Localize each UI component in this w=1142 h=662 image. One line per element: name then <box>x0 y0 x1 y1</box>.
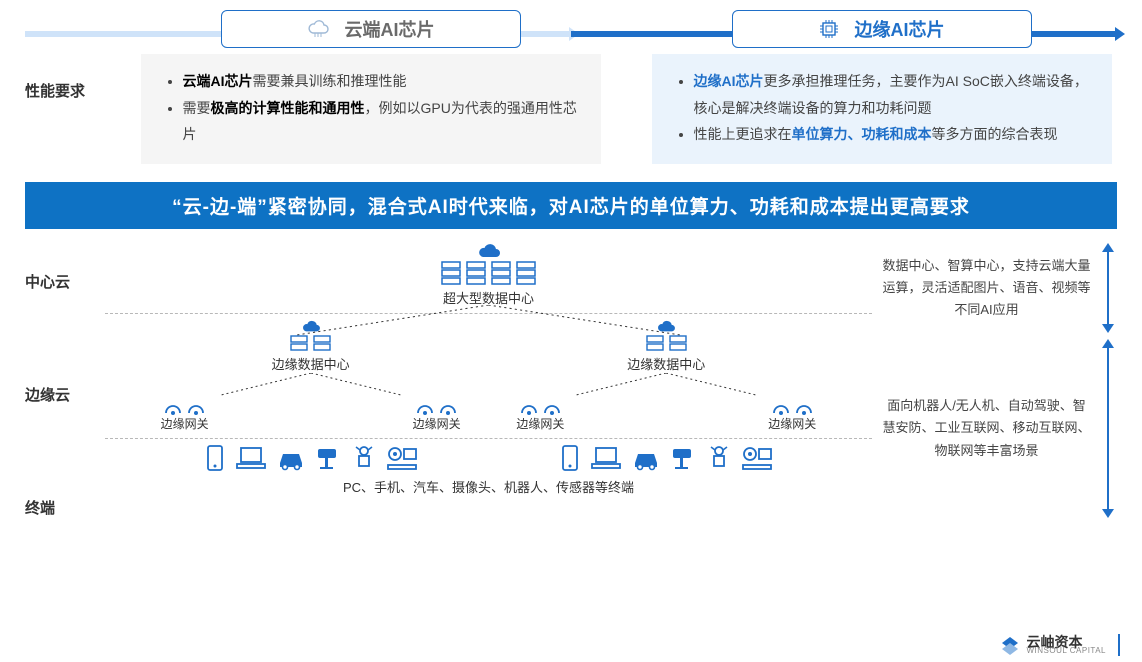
annotation-text-bottom: 面向机器人/无人机、自动驾驶、智慧安防、工业互联网、移动互联网、物联网等丰富场景 <box>882 395 1091 461</box>
tier-divider-1 <box>105 313 872 314</box>
logo-mark-icon <box>1000 635 1020 655</box>
annotation-text-top: 数据中心、智算中心，支持云端大量运算，灵活适配图片、语音、视频等不同AI应用 <box>882 255 1091 321</box>
annotation-center-cloud: 数据中心、智算中心，支持云端大量运算，灵活适配图片、语音、视频等不同AI应用 <box>882 243 1117 333</box>
gateway-pair: 边缘网关 边缘网关 <box>161 401 461 432</box>
chip-icon <box>819 19 839 39</box>
footer-brand-en: WINSOUL CAPITAL <box>1026 647 1106 655</box>
cloud-icon <box>300 320 322 333</box>
cloud-chip-header: 云端AI芯片 <box>221 10 521 48</box>
tier-edge: 边缘数据中心 边缘网关 边缘网关 <box>105 320 872 432</box>
center-dc-label: 超大型数据中心 <box>443 288 534 307</box>
headline-banner: “云-边-端”紧密协同，混合式AI时代来临，对AI芯片的单位算力、功耗和成本提出… <box>25 182 1117 229</box>
edge-dc-label: 边缘数据中心 <box>272 354 350 373</box>
car-icon <box>276 447 306 471</box>
tree: 超大型数据中心 边缘数据中心 <box>105 243 872 518</box>
laptop-icon <box>236 445 266 471</box>
cloud-icon <box>307 20 329 38</box>
footer-logo: 云岫资本 WINSOUL CAPITAL <box>1000 634 1120 656</box>
robot-icon <box>352 445 376 471</box>
phone-icon <box>204 445 226 471</box>
terminal-icons <box>204 445 418 471</box>
annotation-edge-terminal: 面向机器人/无人机、自动驾驶、智慧安防、工业互联网、移动互联网、物联网等丰富场景 <box>882 339 1117 518</box>
branch-edge-to-gw <box>161 373 461 397</box>
performance-label: 性能要求 <box>25 10 95 101</box>
cloud-chip-title: 云端AI芯片 <box>345 16 435 42</box>
tier-labels: 中心云 边缘云 终端 <box>25 243 95 518</box>
footer-divider <box>1118 634 1120 656</box>
cloud-bullet-2: 需要极高的计算性能和通用性，例如以GPU为代表的强通用性芯片 <box>183 95 583 148</box>
terminal-group-right <box>516 445 816 471</box>
terminal-icons <box>559 445 773 471</box>
gateway-node: 边缘网关 <box>413 401 461 432</box>
sensor-icon <box>386 445 418 471</box>
tier-divider-2 <box>105 438 872 439</box>
camera-icon <box>316 445 342 471</box>
tier-label-edge: 边缘云 <box>25 384 95 405</box>
server-rack-icons <box>646 335 687 351</box>
cloud-chip-body: 云端AI芯片需要兼具训练和推理性能 需要极高的计算性能和通用性，例如以GPU为代… <box>141 54 601 164</box>
tier-terminal <box>105 445 872 471</box>
edge-dc-left: 边缘数据中心 边缘网关 边缘网关 <box>161 320 461 432</box>
cloud-icon <box>476 243 502 259</box>
annotation-column: 数据中心、智算中心，支持云端大量运算，灵活适配图片、语音、视频等不同AI应用 面… <box>882 243 1117 518</box>
comparison-row: 性能要求 云端AI芯片 云端AI芯片需要兼具训练和推理性能 需要极高的计算性能和… <box>0 0 1142 164</box>
edge-bullet-2: 性能上更追求在单位算力、功耗和成本等多方面的综合表现 <box>694 121 1094 148</box>
edge-chip-body: 边缘AI芯片更多承担推理任务，主要作为AI SoC嵌入终端设备，核心是解决终端设… <box>652 54 1112 164</box>
gateway-pair: 边缘网关 边缘网关 <box>516 401 816 432</box>
edge-bullet-1: 边缘AI芯片更多承担推理任务，主要作为AI SoC嵌入终端设备，核心是解决终端设… <box>694 68 1094 121</box>
gateway-node: 边缘网关 <box>516 401 564 432</box>
cloud-icon <box>655 320 677 333</box>
server-rack-icons <box>441 261 536 285</box>
tier-center: 超大型数据中心 <box>105 243 872 307</box>
cloud-bullet-1: 云端AI芯片需要兼具训练和推理性能 <box>183 68 583 95</box>
center-dc-node: 超大型数据中心 <box>441 243 536 307</box>
branch-edge-to-gw <box>516 373 816 397</box>
edge-chip-title: 边缘AI芯片 <box>855 16 945 42</box>
edge-chip-header: 边缘AI芯片 <box>732 10 1032 48</box>
terminal-group-left <box>161 445 461 471</box>
edge-dc-right: 边缘数据中心 边缘网关 边缘网关 <box>516 320 816 432</box>
double-arrow-icon <box>1099 339 1117 518</box>
edge-dc-label: 边缘数据中心 <box>627 354 705 373</box>
hierarchy-diagram: 中心云 边缘云 终端 超大型数据中心 <box>25 243 1117 518</box>
server-rack-icons <box>290 335 331 351</box>
gateway-node: 边缘网关 <box>768 401 816 432</box>
gateway-node: 边缘网关 <box>161 401 209 432</box>
terminal-caption: PC、手机、汽车、摄像头、机器人、传感器等终端 <box>105 477 872 496</box>
tier-label-terminal: 终端 <box>25 497 95 518</box>
tier-label-center: 中心云 <box>25 271 95 292</box>
double-arrow-icon <box>1099 243 1117 333</box>
